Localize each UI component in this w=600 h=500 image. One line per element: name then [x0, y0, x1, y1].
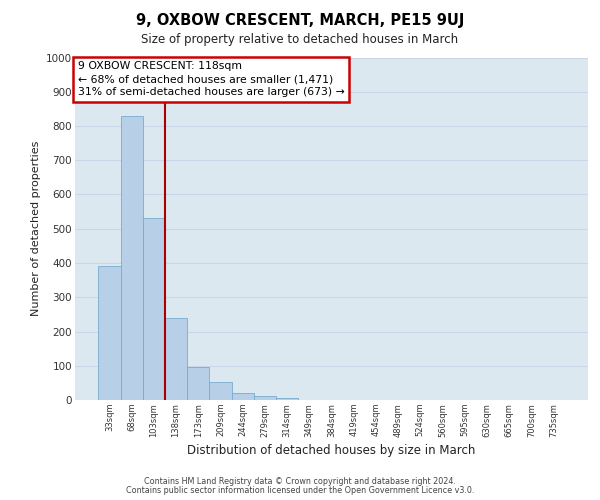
Bar — [232, 393, 254, 400]
Bar — [209, 382, 232, 400]
Text: Size of property relative to detached houses in March: Size of property relative to detached ho… — [142, 32, 458, 46]
Bar — [121, 116, 143, 400]
Text: Contains HM Land Registry data © Crown copyright and database right 2024.: Contains HM Land Registry data © Crown c… — [144, 477, 456, 486]
Bar — [276, 398, 298, 400]
Text: 9, OXBOW CRESCENT, MARCH, PE15 9UJ: 9, OXBOW CRESCENT, MARCH, PE15 9UJ — [136, 12, 464, 28]
Text: 9 OXBOW CRESCENT: 118sqm
← 68% of detached houses are smaller (1,471)
31% of sem: 9 OXBOW CRESCENT: 118sqm ← 68% of detach… — [77, 61, 344, 98]
Bar — [187, 367, 209, 400]
Bar — [165, 318, 187, 400]
X-axis label: Distribution of detached houses by size in March: Distribution of detached houses by size … — [187, 444, 476, 456]
Bar — [143, 218, 165, 400]
Bar — [98, 266, 121, 400]
Text: Contains public sector information licensed under the Open Government Licence v3: Contains public sector information licen… — [126, 486, 474, 495]
Y-axis label: Number of detached properties: Number of detached properties — [31, 141, 41, 316]
Bar — [254, 396, 276, 400]
